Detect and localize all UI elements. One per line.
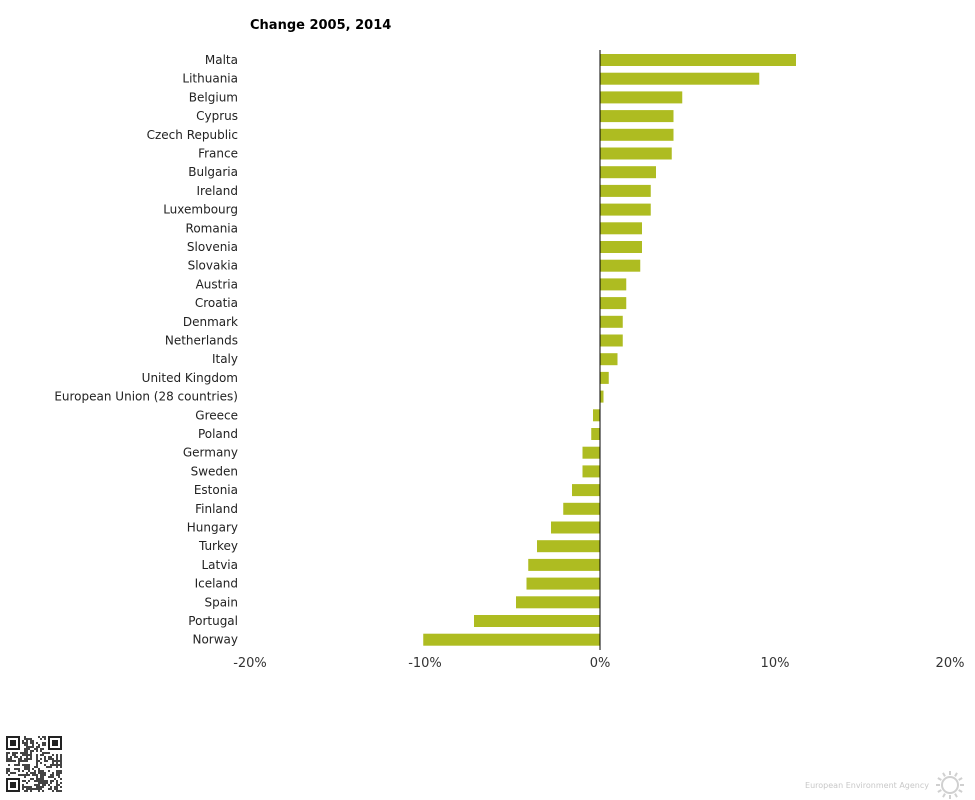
bar-belgium — [600, 91, 683, 104]
x-tick-label: 0% — [590, 656, 611, 671]
bar-latvia — [528, 558, 600, 571]
bar-bulgaria — [600, 166, 656, 179]
category-label: Denmark — [183, 315, 238, 329]
category-label: Latvia — [201, 558, 238, 572]
bar-italy — [600, 353, 618, 366]
category-label: Slovenia — [187, 240, 238, 254]
x-tick-label: 20% — [936, 656, 965, 671]
bar-czech-republic — [600, 128, 674, 141]
bar-greece — [593, 409, 600, 422]
qr-code-icon — [6, 736, 62, 792]
category-label: Austria — [196, 277, 238, 291]
category-label: Netherlands — [165, 334, 238, 348]
bar-norway — [423, 633, 600, 646]
category-label: Estonia — [194, 483, 238, 497]
category-label: United Kingdom — [142, 371, 238, 385]
x-axis-ticks: -20% -10% 0% 10% 20% — [233, 656, 964, 671]
category-label: Ireland — [196, 184, 238, 198]
bars-group — [423, 54, 796, 646]
x-tick-label: -20% — [233, 656, 267, 671]
category-label: Poland — [198, 427, 238, 441]
bar-denmark — [600, 315, 623, 328]
category-label: Norway — [192, 633, 238, 647]
chart-title: Change 2005, 2014 — [250, 18, 391, 33]
bar-germany — [582, 446, 600, 459]
category-label: Luxembourg — [163, 203, 238, 217]
category-label: European Union (28 countries) — [54, 390, 238, 404]
category-label: Turkey — [198, 539, 238, 553]
bar-cyprus — [600, 110, 674, 123]
bar-turkey — [537, 540, 600, 553]
bar-estonia — [572, 484, 600, 497]
bar-spain — [516, 596, 600, 609]
category-label: Lithuania — [182, 72, 238, 86]
category-label: Sweden — [191, 464, 238, 478]
category-label: France — [198, 147, 238, 161]
category-label: Bulgaria — [188, 165, 238, 179]
category-label: Finland — [195, 502, 238, 516]
category-label: Greece — [195, 408, 238, 422]
category-label: Czech Republic — [147, 128, 238, 142]
bar-united-kingdom — [600, 371, 609, 384]
category-label: Italy — [212, 352, 238, 366]
bar-slovenia — [600, 241, 642, 253]
category-label: Hungary — [187, 521, 238, 535]
bar-romania — [600, 222, 642, 235]
x-tick-label: -10% — [408, 656, 442, 671]
bar-hungary — [551, 521, 600, 534]
category-label: Portugal — [188, 614, 238, 628]
bar-netherlands — [600, 334, 623, 347]
bar-finland — [563, 502, 600, 515]
bar-austria — [600, 278, 627, 291]
category-label: Germany — [183, 446, 238, 460]
bar-slovakia — [600, 259, 641, 272]
bar-poland — [591, 428, 600, 440]
bar-france — [600, 147, 672, 160]
eea-sun-logo-icon — [936, 771, 964, 799]
bar-malta — [600, 54, 796, 66]
category-labels: Malta Lithuania Belgium Cyprus Czech Republi… — [54, 53, 238, 647]
bar-croatia — [600, 297, 627, 310]
category-label: Croatia — [195, 296, 238, 310]
category-label: Belgium — [189, 90, 238, 104]
bar-luxembourg — [600, 203, 651, 216]
x-tick-label: 10% — [761, 656, 790, 671]
category-label: Romania — [186, 221, 238, 235]
category-label: Spain — [204, 595, 238, 609]
bar-sweden — [582, 465, 600, 478]
bar-lithuania — [600, 72, 760, 85]
bar-portugal — [474, 615, 600, 627]
category-label: Cyprus — [196, 109, 238, 123]
agency-name: European Environment Agency — [805, 781, 929, 790]
category-label: Slovakia — [188, 259, 238, 273]
category-label: Iceland — [195, 577, 238, 591]
bar-european-union-28-countries- — [600, 390, 604, 403]
bar-iceland — [526, 577, 600, 590]
category-label: Malta — [205, 53, 238, 67]
bar-ireland — [600, 184, 651, 197]
